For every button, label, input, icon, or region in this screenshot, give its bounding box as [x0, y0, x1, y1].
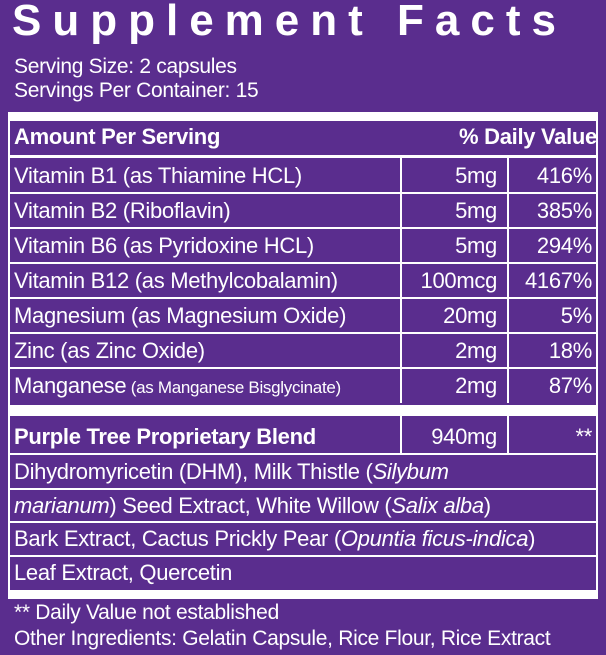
rule: [8, 453, 598, 455]
rule: [400, 158, 402, 193]
rule: [400, 298, 402, 333]
blend-dv: **: [575, 424, 592, 449]
daily-value: 4167%: [524, 268, 592, 293]
ingredient-text: Bark Extract, Cactus Prickly Pear (: [14, 526, 341, 551]
nutrient-name: Zinc (as Zinc Oxide): [14, 338, 205, 363]
amount: 100mcg: [420, 268, 498, 293]
ingredient-text: Dihydromyricetin (DHM), Milk Thistle (: [14, 459, 373, 484]
rule: [8, 155, 598, 158]
rule: [507, 333, 509, 368]
nutrient-detail: (as Manganese Bisglycinate): [126, 378, 341, 397]
rule: [507, 158, 509, 193]
rule: [8, 367, 598, 369]
header-amount: Amount Per Serving: [14, 124, 221, 149]
rule: [400, 228, 402, 263]
nutrient-name: Vitamin B2 (Riboflavin): [14, 198, 231, 223]
amount: 20mg: [443, 303, 497, 328]
servings-per-container: Servings Per Container: 15: [14, 79, 259, 102]
blend-name: Purple Tree Proprietary Blend: [14, 424, 316, 449]
rule: [8, 297, 598, 299]
rule: [400, 368, 402, 403]
ingredient-line: Dihydromyricetin (DHM), Milk Thistle (Si…: [14, 460, 449, 484]
blend-amount: 940mg: [431, 424, 497, 449]
rule: [596, 112, 598, 599]
rule: [8, 405, 598, 416]
daily-value: 5%: [560, 303, 593, 328]
daily-value: 294%: [536, 233, 592, 258]
ingredient-text: marianum: [14, 492, 110, 518]
rule: [8, 112, 598, 121]
nutrient-name: Vitamin B1 (as Thiamine HCL): [14, 163, 302, 188]
rule: [8, 112, 10, 599]
rule: [8, 521, 598, 523]
ingredient-text: ) Seed Extract, White Willow (: [109, 492, 392, 518]
rule: [400, 333, 402, 368]
amount: 5mg: [455, 233, 497, 258]
ingredient-text: ): [528, 526, 536, 551]
other-ingredients: Other Ingredients: Gelatin Capsule, Rice…: [14, 627, 551, 650]
rule: [8, 227, 598, 229]
rule: [507, 228, 509, 263]
rule: [8, 262, 598, 264]
ingredient-text: ): [483, 492, 491, 518]
daily-value: 385%: [536, 198, 592, 223]
amount: 2mg: [455, 373, 497, 398]
nutrient-name: Manganese (as Manganese Bisglycinate): [14, 373, 341, 398]
ingredient-text: Salix alba: [391, 492, 484, 518]
ingredient-text: Silybum: [372, 459, 449, 484]
nutrient-name: Magnesium (as Magnesium Oxide): [14, 303, 347, 328]
rule: [507, 298, 509, 333]
nutrient-name: Vitamin B12 (as Methylcobalamin): [14, 268, 338, 293]
rule: [507, 368, 509, 403]
ingredient-text: Opuntia ficus-indica: [340, 526, 529, 551]
amount: 5mg: [455, 198, 497, 223]
rule: [8, 590, 598, 599]
header-daily-value: % Daily Value: [459, 124, 597, 149]
rule: [8, 332, 598, 334]
rule: [400, 263, 402, 298]
rule: [400, 193, 402, 228]
rule: [507, 416, 509, 454]
daily-value: 87%: [548, 373, 592, 398]
daily-value: 18%: [548, 338, 592, 363]
rule: [8, 554, 598, 557]
ingredient-text: Leaf Extract, Quercetin: [14, 559, 233, 585]
serving-size: Serving Size: 2 capsules: [14, 55, 237, 78]
footnote: ** Daily Value not established: [14, 601, 279, 624]
nutrient-name: Vitamin B6 (as Pyridoxine HCL): [14, 233, 314, 258]
title: Supplement Facts: [12, 0, 567, 45]
daily-value: 416%: [536, 163, 592, 188]
rule: [400, 416, 402, 454]
ingredient-line: Bark Extract, Cactus Prickly Pear (Opunt…: [14, 527, 535, 551]
rule: [8, 192, 598, 194]
ingredient-line: marianum) Seed Extract, White Willow (Sa…: [14, 492, 491, 518]
amount: 5mg: [455, 163, 497, 188]
amount: 2mg: [455, 338, 497, 363]
rule: [507, 193, 509, 228]
rule: [507, 263, 509, 298]
rule: [8, 487, 598, 490]
ingredient-line: Leaf Extract, Quercetin: [14, 559, 233, 585]
